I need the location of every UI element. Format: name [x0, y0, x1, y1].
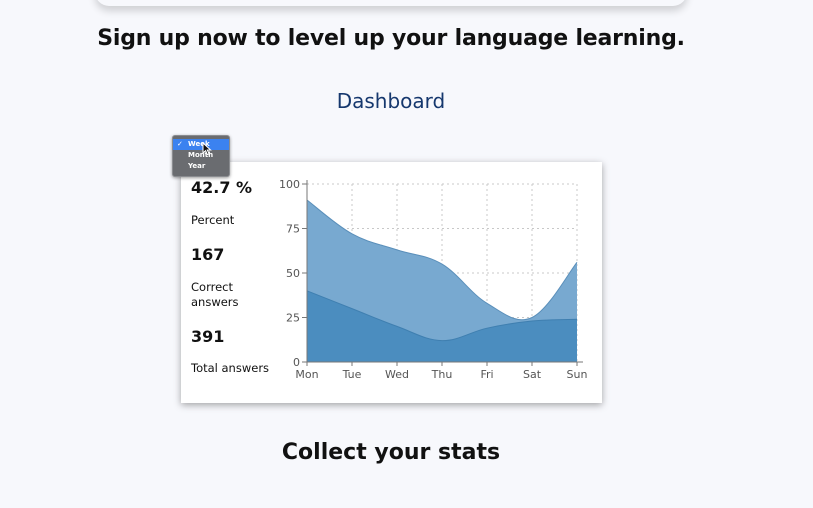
x-tick-label: Sat — [523, 368, 542, 381]
previous-section-edge — [95, 0, 687, 6]
x-tick-label: Mon — [295, 368, 318, 381]
total-answers-value: 391 — [191, 327, 225, 346]
x-tick-label: Tue — [342, 368, 362, 381]
mouse-cursor-icon — [202, 142, 212, 156]
y-tick-label: 100 — [279, 178, 300, 191]
area-series-line-2 — [306, 290, 578, 342]
area-series-line-1 — [306, 199, 578, 321]
y-tick-label: 25 — [286, 312, 300, 325]
period-option-label: Month — [188, 151, 214, 159]
y-tick-label: 0 — [293, 356, 300, 369]
period-option-label: Week — [188, 140, 210, 148]
period-dropdown[interactable]: ✓ Week Month Year — [172, 135, 230, 177]
percent-value: 42.7 % — [191, 178, 253, 197]
y-tick-labels: 100 75 50 25 0 — [279, 178, 300, 369]
period-option-month[interactable]: Month — [173, 150, 229, 161]
chart-axes — [302, 180, 583, 366]
period-option-week[interactable]: ✓ Week — [173, 139, 229, 150]
dashboard-card: 42.7 % Percent 167 Correct answers 391 T… — [181, 162, 602, 403]
correct-answers-label: Correct answers — [191, 280, 239, 309]
y-tick-label: 75 — [286, 223, 300, 236]
x-tick-label: Fri — [480, 368, 493, 381]
y-tick-label: 50 — [286, 267, 300, 280]
chart-areas — [306, 199, 578, 362]
correct-answers-value: 167 — [191, 245, 225, 264]
area-series-2 — [307, 290, 577, 362]
signup-headline: Sign up now to level up your language le… — [97, 26, 685, 51]
x-tick-label: Wed — [385, 368, 409, 381]
collect-stats-title: Collect your stats — [281, 440, 501, 465]
checkmark-icon: ✓ — [177, 140, 183, 148]
x-tick-label: Thu — [431, 368, 453, 381]
x-tick-labels: Mon Tue Wed Thu Fri Sat Sun — [295, 368, 587, 381]
total-answers-label: Total answers — [191, 361, 270, 375]
dashboard-title: Dashboard — [336, 89, 446, 113]
percent-label: Percent — [191, 213, 235, 227]
period-option-label: Year — [188, 162, 206, 170]
weekly-area-chart: 100 75 50 25 0 Mon Tue Wed Thu Fri Sat Sun — [279, 178, 587, 381]
period-option-year[interactable]: Year — [173, 161, 229, 172]
x-tick-label: Sun — [567, 368, 588, 381]
